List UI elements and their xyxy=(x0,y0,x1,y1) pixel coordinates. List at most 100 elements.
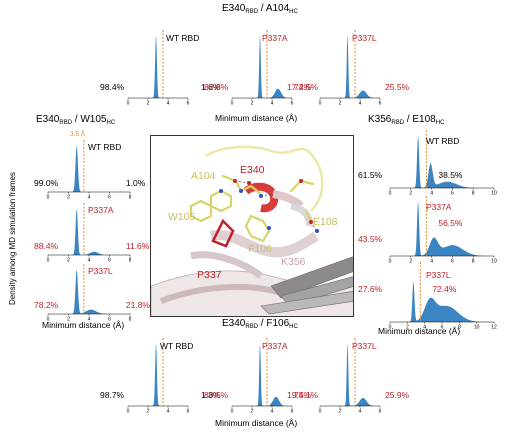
top-group-title: E340RBD / A104HC xyxy=(222,3,298,15)
y-axis-label: Density among MD simulation frames xyxy=(8,172,17,305)
histogram-panel: 0 2 4 6 P337L 74.1% 25.9% xyxy=(294,338,409,415)
protein-structure-image: A104 E340 W105 E108 F106 P337 K356 xyxy=(150,135,354,317)
x-tick-label: 2 xyxy=(339,101,342,107)
histogram-svg: 0 2 4 6 xyxy=(319,30,382,107)
right-percentage: 72.4% xyxy=(432,284,457,294)
histogram-svg: 0 2 4 6 xyxy=(127,338,190,415)
x-tick-label: 2 xyxy=(251,101,254,107)
variant-label: WT RBD xyxy=(166,33,200,43)
x-tick-label: 10 xyxy=(491,259,497,265)
histogram-panel: 0 2 4 6 WT RBD 98.4% 1.6% xyxy=(100,30,220,107)
x-tick-label: 10 xyxy=(474,325,480,331)
left-percentage: 82.8% xyxy=(204,82,229,92)
histogram-svg: 0 2 4 6 8 10 xyxy=(389,130,497,197)
histogram-svg: 0 2 4 6 xyxy=(231,338,294,415)
residue-label: E340 xyxy=(240,164,265,176)
left-percentage: 43.5% xyxy=(358,234,383,244)
right-percentage: 56.5% xyxy=(438,218,463,228)
right-percentage: 19.5% xyxy=(287,390,312,400)
left-percentage: 88.4% xyxy=(34,241,59,251)
x-tick-label: 4 xyxy=(88,258,91,264)
x-tick-label: 4 xyxy=(430,259,433,265)
x-tick-label: 4 xyxy=(167,409,170,415)
left-percentage: 61.5% xyxy=(358,170,383,180)
histogram-svg: 0 2 4 6 8 xyxy=(47,140,132,201)
x-tick-label: 6 xyxy=(108,195,111,201)
histogram-svg: 0 2 4 6 xyxy=(319,338,382,415)
x-tick-label: 4 xyxy=(271,409,274,415)
density-area xyxy=(390,281,494,322)
histogram-panel: 0 2 4 6 P337A 82.8% 17.2% xyxy=(204,30,311,107)
x-tick-label: 8 xyxy=(472,191,475,197)
x-tick-label: 2 xyxy=(409,259,412,265)
histogram-panel: 0 2 4 6 WT RBD 98.7% 1.3% xyxy=(100,338,220,415)
density-area xyxy=(320,344,380,406)
x-tick-label: 6 xyxy=(451,191,454,197)
x-tick-label: 8 xyxy=(129,195,132,201)
right-percentage: 1.3% xyxy=(201,390,221,400)
x-tick-label: 4 xyxy=(88,317,91,323)
x-tick-label: 4 xyxy=(359,409,362,415)
x-tick-label: 6 xyxy=(187,409,190,415)
histogram-panel: 0 2 4 6 8 P337A 88.4% 11.6% xyxy=(34,203,149,264)
histogram-svg: 0 2 4 6 8 xyxy=(47,264,132,323)
right-x-label: Minimum distance (Å) xyxy=(378,326,461,336)
variant-label: P337A xyxy=(262,341,288,351)
x-tick-label: 2 xyxy=(406,325,409,331)
x-tick-label: 4 xyxy=(423,325,426,331)
x-tick-label: 4 xyxy=(430,191,433,197)
right-percentage: 38.5% xyxy=(438,170,463,180)
x-tick-label: 6 xyxy=(451,259,454,265)
residue-label: E108 xyxy=(313,216,338,228)
x-tick-label: 0 xyxy=(127,409,130,415)
variant-label: P337L xyxy=(426,270,451,280)
histogram-svg: 0 2 4 6 8 10 12 xyxy=(389,262,497,331)
x-tick-label: 2 xyxy=(67,258,70,264)
density-area xyxy=(232,344,292,406)
histogram-panel: 0 2 4 6 P337A 80.5% 19.5% xyxy=(204,338,311,415)
left-percentage: 99.0% xyxy=(34,178,59,188)
x-tick-label: 6 xyxy=(379,101,382,107)
cutoff-label: 3.5 Å xyxy=(70,131,86,138)
x-tick-label: 0 xyxy=(231,409,234,415)
x-tick-label: 2 xyxy=(67,195,70,201)
left-percentage: 74.1% xyxy=(294,390,319,400)
variant-label: P337L xyxy=(352,33,377,43)
right-percentage: 1.0% xyxy=(125,178,146,188)
variant-label: P337A xyxy=(88,205,114,215)
residue-label: P337 xyxy=(197,269,222,281)
density-area xyxy=(128,36,188,98)
x-tick-label: 0 xyxy=(47,195,50,201)
x-tick-label: 4 xyxy=(359,101,362,107)
histogram-panel: 0 2 4 6 P337L 74.5% 25.5% xyxy=(294,30,409,107)
x-tick-label: 0 xyxy=(231,101,234,107)
right-percentage: 25.5% xyxy=(385,82,410,92)
histogram-panel: 0 2 4 6 8 10 12 P337L 27.6% 72.4% xyxy=(358,262,497,331)
histogram-svg: 0 2 4 6 xyxy=(231,30,294,107)
histogram-svg: 0 2 4 6 8 xyxy=(47,203,132,264)
density-area xyxy=(48,209,130,255)
bottom-group-title: E340RBD / F106HC xyxy=(222,318,298,330)
right-percentage: 17.2% xyxy=(287,82,312,92)
x-tick-label: 6 xyxy=(291,409,294,415)
right-percentage: 11.6% xyxy=(125,241,150,251)
density-area xyxy=(48,146,130,192)
x-tick-label: 2 xyxy=(147,101,150,107)
variant-label: WT RBD xyxy=(426,136,460,146)
histogram-panel: 0 2 4 6 8 WT RBD 99.0% 1.0% xyxy=(34,140,145,201)
variant-label: P337A xyxy=(262,33,288,43)
right-percentage: 1.6% xyxy=(201,82,221,92)
x-tick-label: 0 xyxy=(47,317,50,323)
x-tick-label: 12 xyxy=(491,325,497,331)
right-percentage: 21.8% xyxy=(125,300,150,310)
variant-label: P337L xyxy=(88,266,113,276)
density-area xyxy=(320,36,380,98)
x-tick-label: 6 xyxy=(108,258,111,264)
left-percentage: 98.7% xyxy=(100,390,125,400)
histogram-svg: 0 2 4 6 xyxy=(127,30,190,107)
x-tick-label: 4 xyxy=(88,195,91,201)
x-tick-label: 0 xyxy=(127,101,130,107)
left-percentage: 74.5% xyxy=(294,82,319,92)
variant-label: WT RBD xyxy=(88,142,122,152)
x-tick-label: 2 xyxy=(251,409,254,415)
